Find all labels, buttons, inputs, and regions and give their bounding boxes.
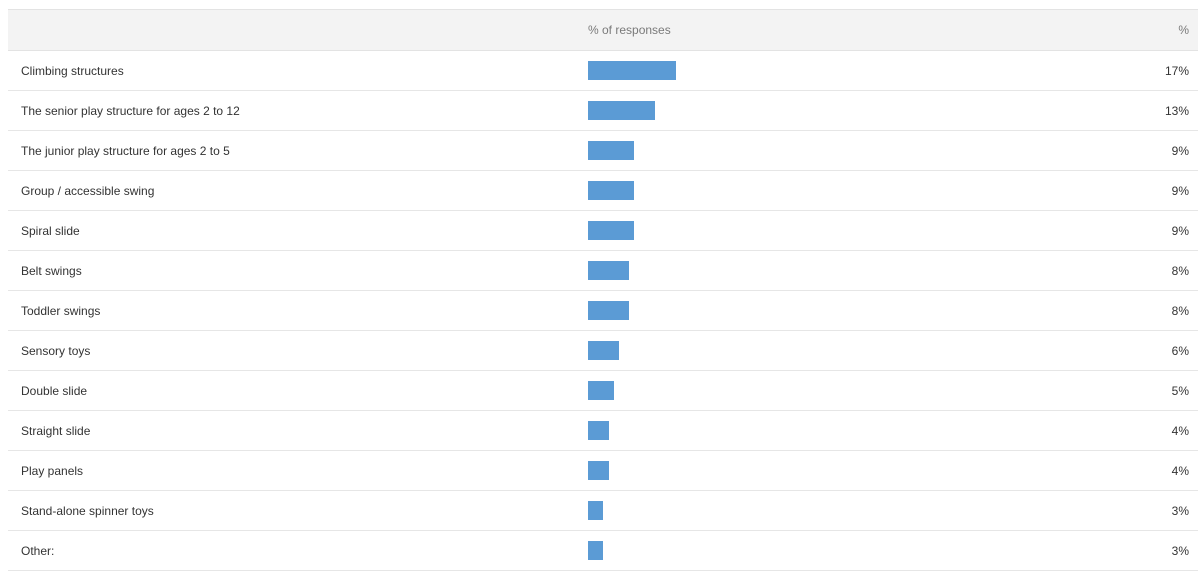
response-bar	[588, 501, 603, 520]
table-row: Straight slide 4%	[8, 411, 1198, 451]
row-percent-label: 9%	[1171, 224, 1189, 238]
row-percent-label: 13%	[1164, 104, 1189, 118]
response-bar	[588, 61, 676, 80]
bar-track	[588, 101, 1108, 120]
bar-track	[588, 461, 1108, 480]
row-label: The senior play structure for ages 2 to …	[21, 104, 240, 118]
row-label: Stand-alone spinner toys	[21, 504, 154, 518]
response-bar	[588, 301, 629, 320]
row-label: Spiral slide	[21, 224, 80, 238]
row-label: Group / accessible swing	[21, 184, 155, 198]
response-bar	[588, 221, 634, 240]
row-percent-label: 5%	[1171, 384, 1189, 398]
row-label: Toddler swings	[21, 304, 101, 318]
table-row: Sensory toys 6%	[8, 331, 1198, 371]
table-row: Climbing structures 17%	[8, 51, 1198, 91]
row-label: Sensory toys	[21, 344, 91, 358]
row-label: The junior play structure for ages 2 to …	[21, 144, 230, 158]
response-bar	[588, 381, 614, 400]
bar-track	[588, 301, 1108, 320]
bar-track	[588, 181, 1108, 200]
response-bar	[588, 101, 655, 120]
bar-track	[588, 501, 1108, 520]
table-row: Belt swings 8%	[8, 251, 1198, 291]
table-row: The junior play structure for ages 2 to …	[8, 131, 1198, 171]
response-bar	[588, 181, 634, 200]
response-bar	[588, 421, 609, 440]
row-label: Play panels	[21, 464, 84, 478]
header-percent-column: %	[1178, 23, 1189, 37]
table-row: Spiral slide 9%	[8, 211, 1198, 251]
row-percent-label: 4%	[1171, 424, 1189, 438]
table-row: Other: 3%	[8, 531, 1198, 571]
row-label: Climbing structures	[21, 64, 124, 78]
table-row: Group / accessible swing 9%	[8, 171, 1198, 211]
header-responses-column: % of responses	[588, 23, 671, 37]
bar-track	[588, 421, 1108, 440]
row-percent-label: 8%	[1171, 264, 1189, 278]
table-header-row: % of responses %	[8, 9, 1198, 51]
bar-track	[588, 221, 1108, 240]
row-percent-label: 17%	[1164, 64, 1189, 78]
table-row: Play panels 4%	[8, 451, 1198, 491]
bar-track	[588, 341, 1108, 360]
bar-track	[588, 381, 1108, 400]
row-percent-label: 8%	[1171, 304, 1189, 318]
row-percent-label: 9%	[1171, 184, 1189, 198]
row-percent-label: 3%	[1171, 504, 1189, 518]
table-row: Stand-alone spinner toys 3%	[8, 491, 1198, 531]
row-percent-label: 9%	[1171, 144, 1189, 158]
response-bar	[588, 261, 629, 280]
row-percent-label: 3%	[1171, 544, 1189, 558]
response-bar	[588, 341, 619, 360]
response-bar	[588, 461, 609, 480]
row-label: Double slide	[21, 384, 88, 398]
response-bar	[588, 141, 634, 160]
row-label: Straight slide	[21, 424, 91, 438]
row-percent-label: 4%	[1171, 464, 1189, 478]
row-label: Belt swings	[21, 264, 82, 278]
table-row: The senior play structure for ages 2 to …	[8, 91, 1198, 131]
row-label: Other:	[21, 544, 55, 558]
bar-track	[588, 61, 1108, 80]
bar-track	[588, 141, 1108, 160]
row-percent-label: 6%	[1171, 344, 1189, 358]
response-bar	[588, 541, 603, 560]
bar-track	[588, 541, 1108, 560]
table-body: Climbing structures 17% The senior play st…	[8, 51, 1198, 571]
table-row: Toddler swings 8%	[8, 291, 1198, 331]
bar-track	[588, 261, 1108, 280]
responses-table: % of responses % Climbing structures 17% T…	[8, 9, 1198, 571]
table-row: Double slide 5%	[8, 371, 1198, 411]
